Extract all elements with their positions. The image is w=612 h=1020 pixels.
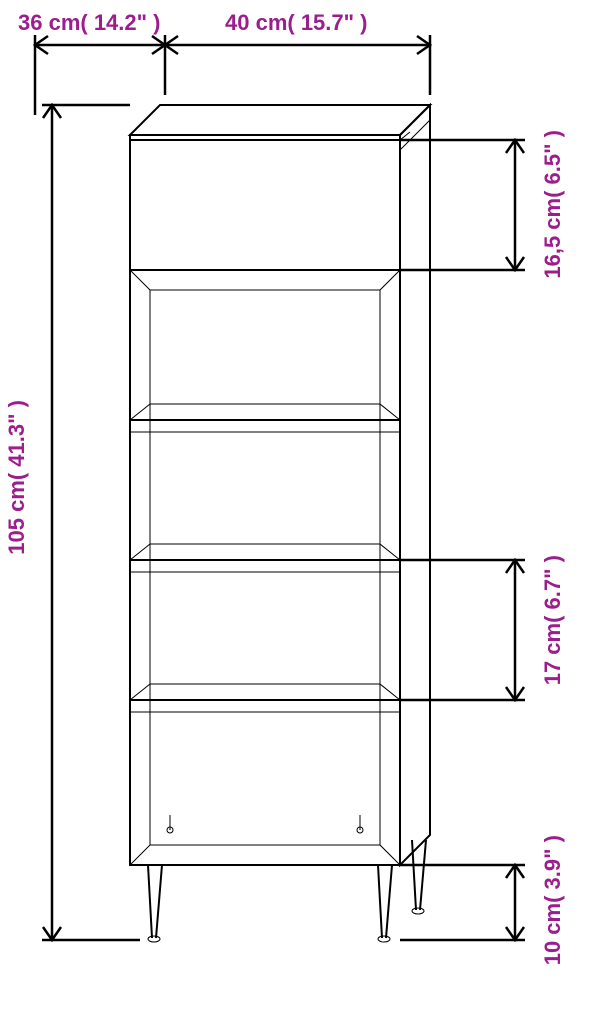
leg-front-left (148, 865, 162, 942)
diagram-canvas: 36 cm( 14.2" ) 40 cm( 15.7" ) 105 cm( 41… (0, 0, 612, 1020)
depth-dim (35, 35, 165, 115)
leg-dim (400, 865, 525, 940)
width-dim (165, 35, 430, 95)
height-dim (42, 105, 140, 940)
drawer-dim (400, 140, 525, 270)
shelf-dim (400, 560, 525, 700)
leg-front-right (378, 865, 392, 942)
cabinet (130, 105, 430, 942)
diagram-svg (0, 0, 612, 1020)
